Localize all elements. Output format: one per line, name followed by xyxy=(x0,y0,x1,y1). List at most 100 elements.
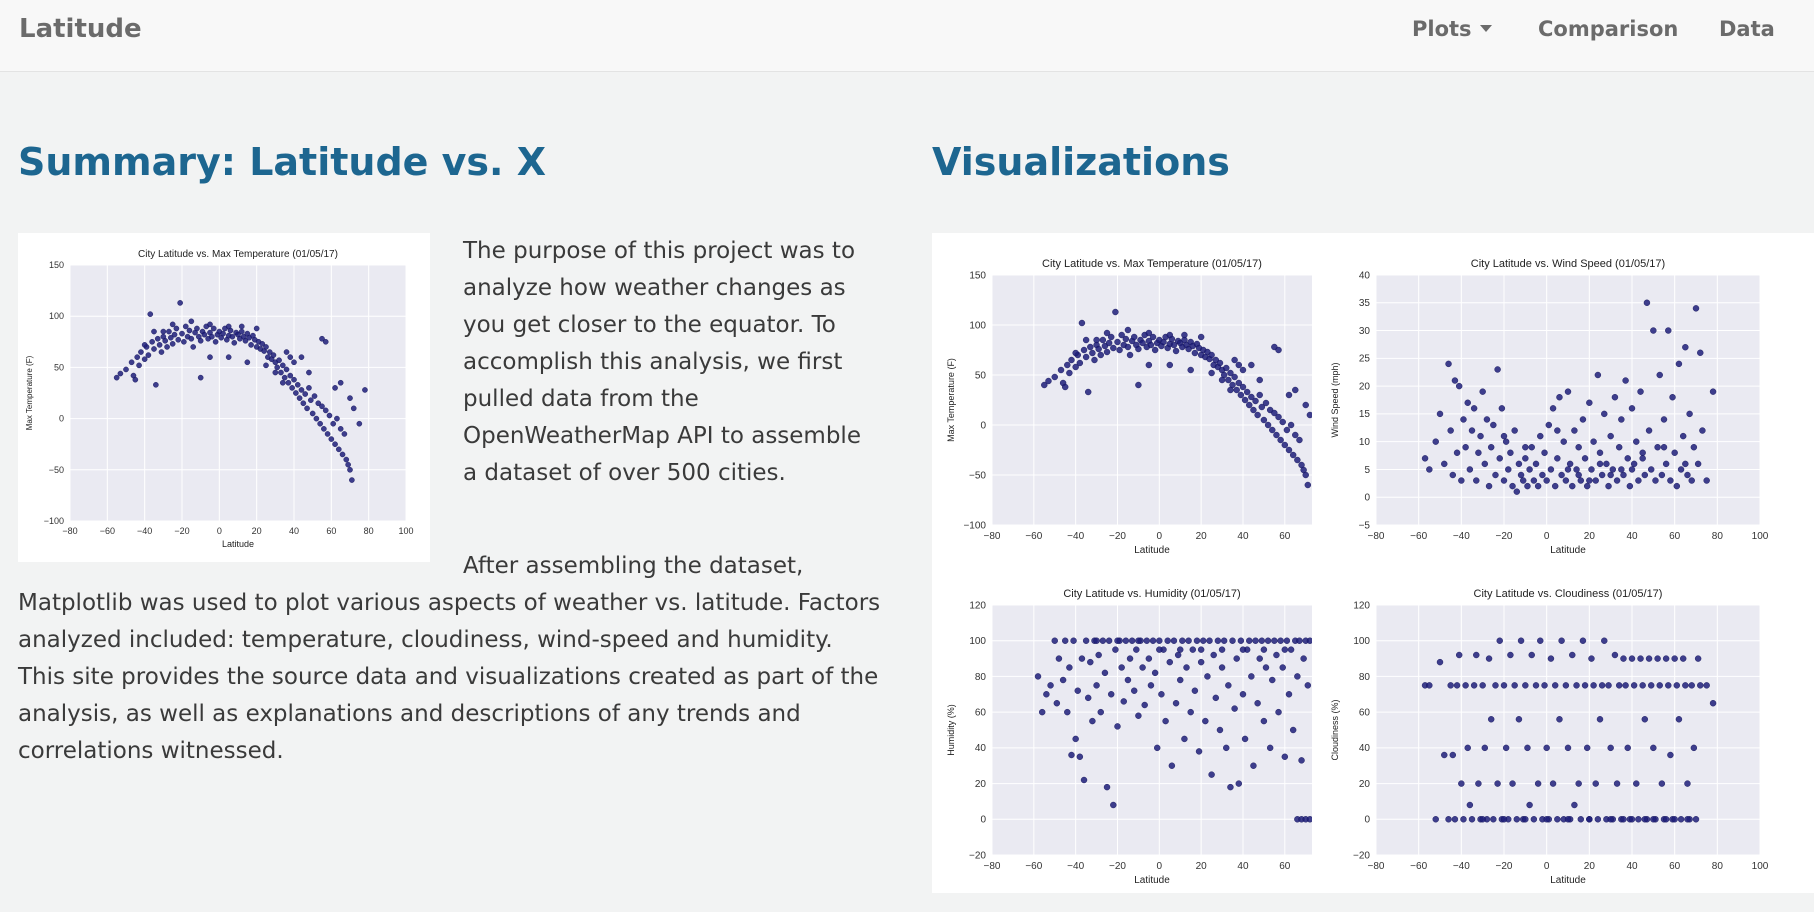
data-point xyxy=(1271,409,1278,417)
x-tick-label: −80 xyxy=(62,526,77,536)
nav-comparison[interactable]: Comparison xyxy=(1538,17,1678,41)
data-point xyxy=(1624,744,1631,752)
y-tick-label: 120 xyxy=(1353,600,1370,611)
x-tick-label: 20 xyxy=(1584,531,1596,542)
y-tick-label: 60 xyxy=(1359,707,1371,718)
data-point xyxy=(231,340,238,346)
data-point xyxy=(1151,669,1159,677)
data-point xyxy=(188,318,195,325)
data-point xyxy=(1530,477,1538,484)
data-point xyxy=(1613,780,1621,787)
y-tick-label: 60 xyxy=(975,707,987,718)
data-point xyxy=(1584,744,1591,752)
summary-thumbnail[interactable]: −80 −60 −40 −20 0 20 40 60 80 100 −100 −50 0 50 100 150… xyxy=(18,233,430,562)
nav-data-label: Data xyxy=(1719,17,1775,41)
data-point xyxy=(1562,477,1570,484)
brand-link[interactable]: Latitude xyxy=(19,14,142,44)
data-point xyxy=(1626,482,1634,490)
data-point xyxy=(1675,360,1683,368)
x-tick-label: 0 xyxy=(1157,531,1163,542)
data-point xyxy=(1239,691,1247,698)
data-point xyxy=(1549,780,1557,787)
data-point xyxy=(238,323,245,330)
data-point xyxy=(1093,336,1100,344)
data-point xyxy=(1628,405,1636,412)
data-point xyxy=(1543,477,1550,484)
data-point xyxy=(1682,344,1689,351)
data-point xyxy=(345,461,351,468)
data-point xyxy=(1660,444,1668,451)
data-point xyxy=(1564,388,1572,395)
data-point xyxy=(1618,466,1625,473)
data-point xyxy=(158,349,165,355)
x-tick-label: −80 xyxy=(984,861,1001,872)
data-point xyxy=(272,369,279,376)
data-point xyxy=(1643,299,1651,306)
data-point xyxy=(1114,723,1121,730)
x-tick-label: 80 xyxy=(1712,531,1724,542)
y-tick-label: 20 xyxy=(1359,381,1371,392)
data-point xyxy=(315,400,322,407)
data-point xyxy=(1596,449,1604,456)
data-point xyxy=(1131,687,1138,694)
data-point xyxy=(1637,388,1644,395)
data-point xyxy=(1068,751,1075,759)
data-point xyxy=(322,407,329,414)
x-tick-label: −40 xyxy=(137,526,152,536)
data-point xyxy=(319,335,325,342)
data-point xyxy=(300,400,307,407)
data-point xyxy=(1447,682,1454,689)
data-point xyxy=(1445,360,1452,368)
data-point xyxy=(128,359,135,366)
data-point xyxy=(1124,676,1132,684)
data-point xyxy=(207,354,213,360)
y-tick-label: 50 xyxy=(975,370,987,381)
data-point xyxy=(1057,366,1065,374)
data-point xyxy=(1183,664,1190,671)
data-point xyxy=(1694,460,1702,468)
data-point xyxy=(1239,646,1247,653)
cloudiness-chart[interactable]: −80 −60 −40 −20 0 20 40 60 80 100 −20 0 20 40 60 80 100 1… xyxy=(1312,573,1772,893)
summary-line: correlations witnessed. xyxy=(18,738,284,764)
humidity-chart[interactable]: −80 −60 −40 −20 0 20 40 60 −20 0 20 40 60 80 100 120 Cit… xyxy=(932,573,1312,893)
nav-data[interactable]: Data xyxy=(1719,17,1775,41)
data-point xyxy=(1628,655,1636,662)
data-point xyxy=(1492,471,1499,479)
data-point xyxy=(1034,673,1042,680)
data-point xyxy=(1068,356,1075,364)
data-point xyxy=(1645,655,1653,662)
data-point xyxy=(166,328,172,335)
data-point xyxy=(1633,780,1640,787)
data-point xyxy=(1279,418,1286,426)
data-point xyxy=(1298,757,1305,764)
data-point xyxy=(1607,432,1614,440)
y-axis-label: Max Temperature (F) xyxy=(25,355,34,430)
data-point xyxy=(1468,816,1476,823)
data-point xyxy=(1164,637,1171,644)
data-point xyxy=(1166,658,1173,666)
nav-plots-dropdown[interactable]: Plots xyxy=(1412,17,1492,41)
data-point xyxy=(1231,373,1238,381)
wind-speed-chart[interactable]: −80 −60 −40 −20 0 20 40 60 80 100 −5 0 5 10 15 20 25 30 35… xyxy=(1312,243,1772,563)
data-point xyxy=(1628,466,1636,473)
data-point xyxy=(1149,637,1157,644)
data-point xyxy=(1248,393,1255,401)
data-point xyxy=(1575,471,1582,479)
data-point xyxy=(1462,682,1469,689)
data-point xyxy=(1530,816,1538,823)
data-point xyxy=(1605,682,1612,689)
data-point xyxy=(1085,388,1092,396)
data-point xyxy=(1558,637,1565,644)
data-point xyxy=(1441,751,1448,759)
data-point xyxy=(1658,780,1666,787)
data-point xyxy=(1254,700,1261,707)
data-point xyxy=(1227,783,1234,791)
data-point xyxy=(1682,682,1689,689)
data-point xyxy=(1656,682,1663,689)
data-point xyxy=(1206,637,1213,644)
data-point xyxy=(1135,712,1142,719)
data-point xyxy=(1453,682,1461,689)
temperature-chart[interactable]: −80 −60 −40 −20 0 20 40 60 −100 −50 0 50 100 150 City … xyxy=(932,243,1312,563)
data-point xyxy=(1066,664,1073,671)
data-point xyxy=(1285,691,1293,698)
